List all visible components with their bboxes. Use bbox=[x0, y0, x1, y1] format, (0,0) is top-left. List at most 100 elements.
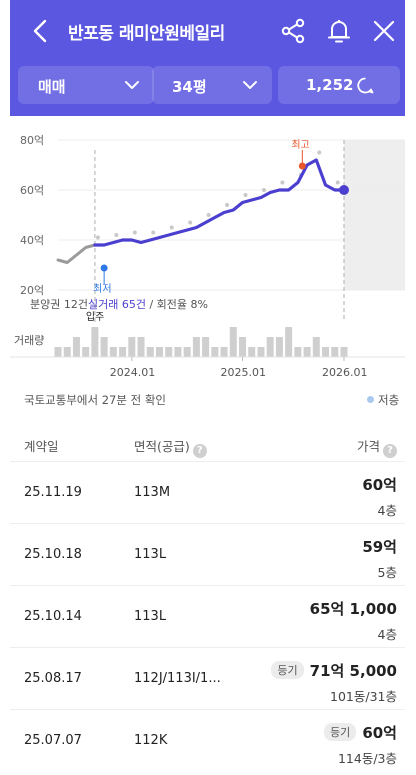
row-floor: 4층 bbox=[377, 627, 397, 642]
table-row[interactable]: 25.10.18 113L 59억 5층 bbox=[10, 524, 405, 586]
legend-low-floor-dot bbox=[367, 396, 374, 403]
summary-prefix: 분양권 12건 bbox=[30, 298, 88, 311]
chevron-down-icon bbox=[125, 81, 139, 89]
data-source-text: 국토교통부에서 27분 전 확인 bbox=[24, 393, 166, 407]
top-bar: 반포동 래미안원베일리 bbox=[10, 0, 405, 62]
transaction-dot bbox=[335, 180, 340, 185]
size-dropdown[interactable]: 34평 bbox=[152, 66, 272, 104]
volume-bar bbox=[72, 337, 80, 357]
header-area-label: 면적(공급) bbox=[134, 439, 190, 454]
header-area[interactable]: 면적(공급)? bbox=[134, 436, 207, 458]
transaction-dot bbox=[114, 233, 119, 237]
volume-bar bbox=[340, 347, 348, 357]
transaction-dot bbox=[132, 230, 137, 235]
row-price-value: 65억 1,000 bbox=[309, 600, 397, 618]
volume-bar bbox=[248, 347, 256, 357]
volume-bar bbox=[275, 337, 283, 357]
volume-bar bbox=[312, 337, 320, 357]
summary-highlight: 실거래 65건 bbox=[88, 298, 146, 311]
volume-bar bbox=[202, 337, 210, 357]
transaction-dot bbox=[188, 220, 193, 225]
chat-button[interactable]: 1,252 bbox=[278, 66, 400, 104]
volume-bar bbox=[229, 327, 237, 357]
volume-bar bbox=[294, 347, 302, 357]
row-price: 등기 71억 5,000 bbox=[271, 660, 397, 681]
transaction-dot bbox=[206, 213, 211, 217]
volume-bar bbox=[285, 327, 293, 357]
close-icon[interactable] bbox=[372, 19, 396, 43]
header-price[interactable]: 가격? bbox=[357, 436, 397, 458]
row-price: 60억 bbox=[362, 474, 397, 495]
size-label: 34평 bbox=[172, 78, 207, 96]
summary-suffix: / 회전율 8% bbox=[146, 298, 208, 311]
price-chart[interactable]: 80억 60억 40억 20억 최고 최저 입주 분양권 12건실거래 65건 / 회전율 8… bbox=[10, 126, 405, 386]
transaction-dot bbox=[95, 235, 100, 240]
volume-bar bbox=[303, 347, 311, 357]
registered-tag: 등기 bbox=[271, 661, 304, 679]
price-series-line bbox=[93, 158, 346, 247]
volume-bar bbox=[146, 347, 154, 357]
move-in-label: 입주 bbox=[86, 310, 104, 323]
x-tick-label: 2026.01 bbox=[322, 366, 368, 379]
volume-bar bbox=[137, 337, 145, 357]
transaction-dot bbox=[243, 193, 248, 197]
back-icon[interactable] bbox=[28, 18, 54, 44]
row-area: 113M bbox=[134, 485, 171, 500]
transaction-dot bbox=[225, 203, 230, 207]
transaction-dot bbox=[169, 225, 174, 230]
trade-type-label: 매매 bbox=[38, 78, 66, 96]
chat-bubble-icon bbox=[357, 77, 374, 94]
row-price-value: 59억 bbox=[362, 538, 397, 556]
trade-type-dropdown[interactable]: 매매 bbox=[18, 66, 154, 104]
volume-bar bbox=[63, 347, 71, 357]
volume-bar bbox=[128, 337, 136, 357]
bell-icon[interactable] bbox=[326, 18, 352, 44]
volume-label: 거래량 bbox=[14, 334, 44, 347]
latest-point bbox=[339, 185, 349, 195]
row-floor: 114동/3층 bbox=[337, 751, 397, 766]
trade-summary: 분양권 12건실거래 65건 / 회전율 8% bbox=[30, 298, 208, 311]
table-row[interactable]: 25.07.07 112K 등기 60억 114동/3층 bbox=[10, 710, 405, 772]
volume-bar bbox=[91, 327, 99, 357]
table-row[interactable]: 25.08.17 112J/113I/1... 등기 71억 5,000 101동… bbox=[10, 648, 405, 710]
volume-bar bbox=[331, 347, 339, 357]
volume-bar bbox=[174, 347, 182, 357]
row-date: 25.07.07 bbox=[24, 733, 82, 748]
row-price: 65억 1,000 bbox=[310, 598, 397, 619]
share-icon[interactable] bbox=[280, 18, 306, 44]
volume-bar bbox=[54, 347, 62, 357]
low-point-marker bbox=[100, 264, 108, 272]
x-tick-label: 2025.01 bbox=[221, 366, 266, 379]
row-price-value: 71억 5,000 bbox=[309, 662, 397, 680]
page-title: 반포동 래미안원베일리 bbox=[68, 24, 225, 44]
row-price: 59억 bbox=[362, 536, 397, 557]
volume-bar bbox=[192, 337, 200, 357]
volume-bar bbox=[82, 347, 90, 357]
volume-bar bbox=[100, 337, 108, 357]
y-tick-label: 40억 bbox=[20, 234, 44, 247]
volume-bar bbox=[211, 347, 219, 357]
high-point-marker bbox=[298, 162, 306, 170]
help-icon[interactable]: ? bbox=[192, 444, 207, 458]
table-row[interactable]: 25.11.19 113M 60억 4층 bbox=[10, 462, 405, 524]
chevron-down-icon bbox=[243, 81, 257, 89]
row-date: 25.10.18 bbox=[24, 547, 82, 562]
transaction-dot bbox=[317, 150, 322, 155]
volume-bar bbox=[322, 347, 330, 357]
row-area: 112J/113I/1... bbox=[134, 671, 221, 686]
y-tick-label: 20억 bbox=[20, 284, 44, 297]
help-icon[interactable]: ? bbox=[383, 444, 397, 458]
row-area: 113L bbox=[134, 547, 167, 562]
legend-low-floor-label: 저층 bbox=[378, 393, 400, 407]
transactions-table-header: 계약일 면적(공급)? 가격? bbox=[10, 424, 405, 462]
volume-bar bbox=[183, 347, 191, 357]
volume-bar bbox=[155, 347, 163, 357]
transaction-dot bbox=[280, 180, 285, 185]
table-row[interactable]: 25.10.14 113L 65억 1,000 4층 bbox=[10, 586, 405, 648]
chat-count: 1,252 bbox=[306, 76, 354, 94]
volume-bar bbox=[165, 347, 173, 357]
filter-bar: 매매 34평 1,252 bbox=[10, 66, 405, 106]
volume-bar bbox=[239, 337, 247, 357]
future-region bbox=[344, 140, 405, 290]
